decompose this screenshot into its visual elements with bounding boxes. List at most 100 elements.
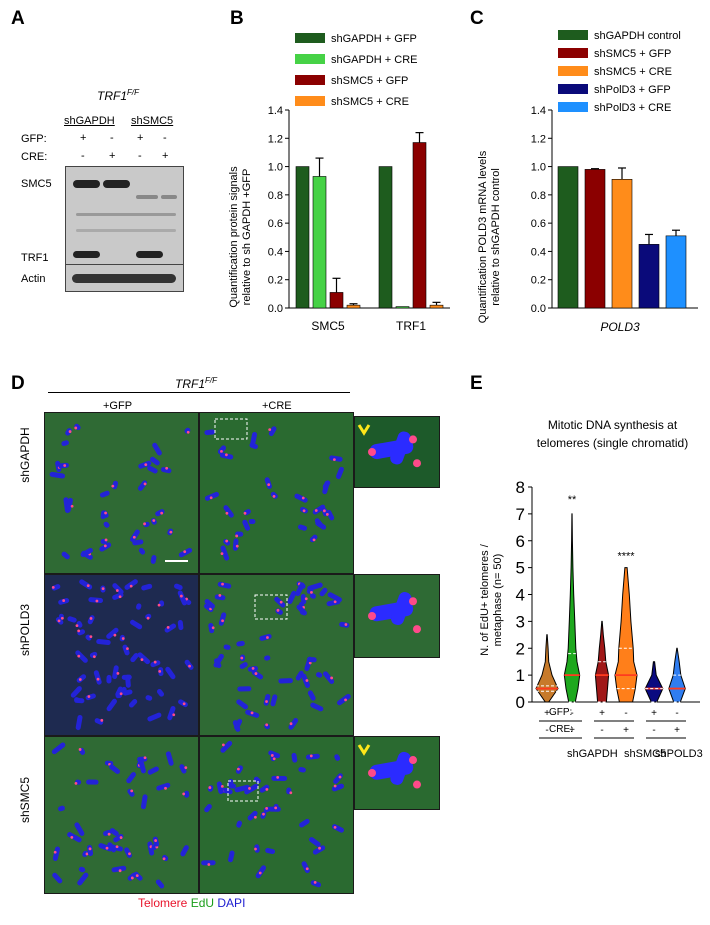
chromosome — [305, 753, 320, 760]
telomere-spot — [77, 654, 81, 658]
gfp-sign: + — [137, 132, 144, 144]
telomere-spot — [143, 756, 147, 760]
chromosome — [167, 706, 176, 721]
western-blot-actin — [65, 264, 184, 292]
cre-sign: + — [569, 725, 575, 736]
telomere-spot — [188, 664, 191, 668]
telomere-spot — [305, 867, 309, 871]
telomere-spot — [152, 519, 156, 522]
telomere-spot — [103, 544, 107, 548]
chromosome — [264, 477, 272, 489]
panel-a-genotype: TRF1F/F — [97, 88, 139, 103]
bar — [346, 304, 361, 309]
violin — [563, 513, 581, 703]
zoom-image — [355, 575, 439, 657]
telomere-spot — [74, 426, 78, 430]
chromosome — [239, 662, 248, 669]
chromosome — [310, 702, 324, 712]
telomere-spot — [100, 718, 104, 722]
chromosome — [109, 764, 121, 774]
chromosome — [51, 584, 61, 591]
telomere-spot — [313, 880, 317, 884]
telomere-spot — [344, 623, 348, 626]
telomere-spot — [143, 522, 146, 526]
chromosome — [309, 593, 316, 599]
y-tick-label: 0.8 — [531, 190, 546, 202]
telomere-spot — [302, 509, 306, 513]
legend-edu: EdU — [190, 896, 215, 910]
chromosome — [297, 524, 307, 531]
panel-a-letter: A — [11, 8, 25, 29]
telomere-spot — [220, 450, 223, 453]
panel-b-legend: shGAPDH + GFP shGAPDH + CRE shSMC5 + GFP sh… — [295, 33, 418, 108]
chromosome — [263, 694, 271, 706]
chromosome — [111, 865, 127, 873]
violin — [594, 620, 610, 703]
telomere-spot — [77, 629, 81, 633]
chromosome — [232, 720, 241, 732]
zoom-region-box — [227, 780, 259, 802]
chromosome — [220, 740, 233, 753]
chromosome — [149, 456, 160, 466]
chromosome — [327, 592, 342, 603]
chromosome — [322, 480, 331, 490]
telomere-spot — [179, 594, 183, 598]
arrowhead-marker — [357, 424, 371, 436]
micrograph-background — [45, 413, 198, 573]
chromosome — [140, 794, 148, 810]
chromosome-zoomed — [390, 751, 411, 785]
telomere-spot — [253, 815, 257, 819]
chromosome — [124, 579, 138, 590]
chromosome — [112, 592, 124, 600]
y-tick-label: 8 — [516, 478, 525, 497]
chromosome — [234, 784, 250, 793]
chromosome — [130, 653, 139, 663]
telomere-spot — [88, 847, 92, 851]
telomere-spot — [121, 637, 125, 640]
bar — [557, 166, 579, 309]
panel-e-violins: ****** — [535, 494, 686, 703]
gfp-sign: + — [651, 708, 657, 719]
telomere-spot — [251, 666, 255, 670]
chromosome — [331, 783, 345, 792]
violin — [668, 647, 686, 703]
telomere-spot — [207, 863, 211, 866]
chromosome — [220, 545, 230, 561]
x-tick-label: TRF1 — [396, 319, 426, 333]
chromosome — [334, 754, 341, 761]
telomere-spot — [254, 847, 257, 851]
telomere-spot — [89, 617, 93, 620]
telomere-spot — [126, 647, 129, 651]
chromosome — [61, 551, 70, 560]
telomere-spot — [240, 656, 244, 660]
micrograph-image — [45, 737, 198, 893]
panel-e-ylabel-line2: metaphase (n= 50) — [492, 554, 504, 647]
panel-e-title-line1: Mitotic DNA synthesis at — [547, 418, 678, 432]
y-tick-label: 5 — [516, 559, 525, 578]
violin — [644, 661, 664, 703]
chromosome — [217, 445, 227, 455]
chromosome — [150, 555, 157, 564]
telomere-spot — [325, 512, 329, 516]
chromosome — [314, 518, 323, 528]
cre-sign: - — [81, 150, 85, 162]
chromosome — [232, 538, 239, 551]
gfp-sign: + — [544, 708, 550, 719]
legend-swatch — [558, 84, 588, 94]
chromosome — [137, 652, 151, 665]
chromosome-zoomed — [390, 431, 411, 465]
bar — [312, 176, 327, 309]
chromosome — [254, 844, 260, 853]
chromosome — [296, 604, 307, 616]
chromosome — [310, 880, 322, 888]
chromosome — [52, 872, 63, 884]
chromosome — [108, 844, 123, 852]
cre-sign: + — [674, 725, 680, 736]
legend-swatch — [558, 48, 588, 58]
panel-e-signs: + - - + + - - + + - - + — [539, 708, 686, 739]
telomere-spot — [304, 597, 308, 601]
bar — [611, 179, 633, 309]
chromosome — [218, 612, 227, 626]
telomere-spot — [118, 869, 122, 873]
chromosome — [77, 872, 89, 886]
